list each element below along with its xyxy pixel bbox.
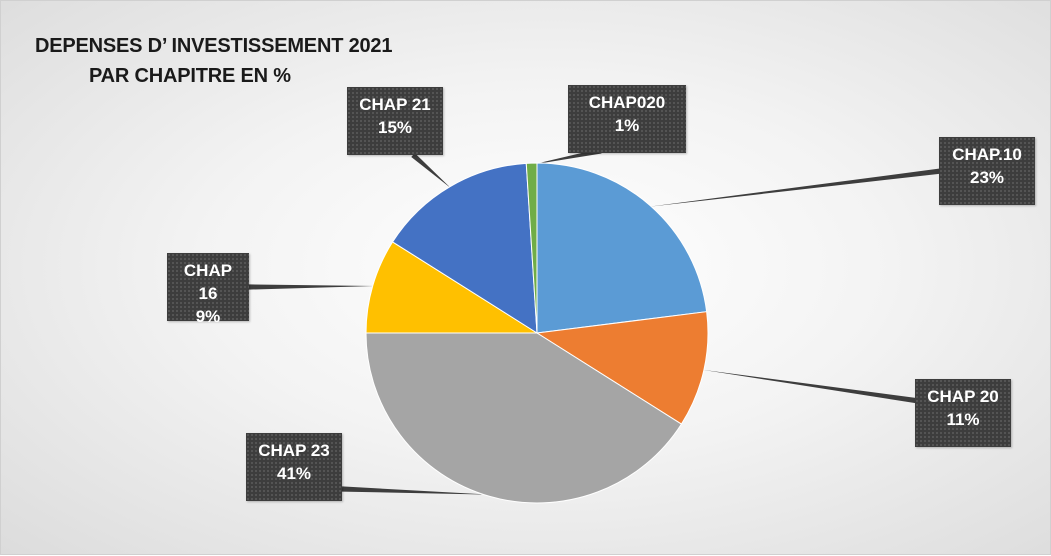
data-label: CHAP.10 23%: [939, 137, 1035, 205]
leader-line: [411, 153, 451, 189]
leader-line: [648, 168, 942, 207]
chart-title-line-1: DEPENSES D’ INVESTISSEMENT 2021: [35, 35, 393, 57]
leader-line: [248, 284, 375, 290]
data-label-category: CHAP 20: [927, 387, 999, 406]
leader-lines: [248, 148, 942, 495]
data-label: CHAP 23 41%: [246, 433, 342, 501]
leader-line: [702, 369, 920, 404]
pie-slice-chap-16: [365, 241, 539, 334]
data-label: CHAP 20 11%: [915, 379, 1011, 447]
pie-slices: [365, 162, 709, 504]
pie-slice-chap020: [525, 162, 538, 334]
data-label: CHAP020 1%: [568, 85, 686, 153]
chart-title-line-2: PAR CHAPITRE EN %: [89, 65, 291, 87]
data-label-category: CHAP 16: [183, 261, 233, 303]
pie-slice-chap-23: [365, 332, 683, 504]
data-label-category: CHAP 21: [359, 95, 431, 114]
data-label: CHAP 21 15%: [347, 87, 443, 155]
data-label-category: CHAP 23: [258, 441, 330, 460]
pie-slice-chap-10: [536, 162, 708, 334]
data-label-category: CHAP.10: [952, 145, 1022, 164]
data-label-value: 1%: [614, 116, 640, 135]
data-label-value: 9%: [195, 307, 221, 326]
data-label-value: 23%: [969, 168, 1005, 187]
pie-slice-chap-21: [391, 162, 538, 334]
data-label-value: 11%: [946, 410, 980, 429]
data-label-value: 41%: [276, 464, 312, 483]
data-label-category: CHAP020: [588, 93, 666, 112]
data-label-value: 15%: [377, 118, 413, 137]
leader-line: [341, 486, 490, 495]
data-label: CHAP 16 9%: [167, 253, 249, 326]
pie-slice-chap-20: [535, 311, 709, 425]
